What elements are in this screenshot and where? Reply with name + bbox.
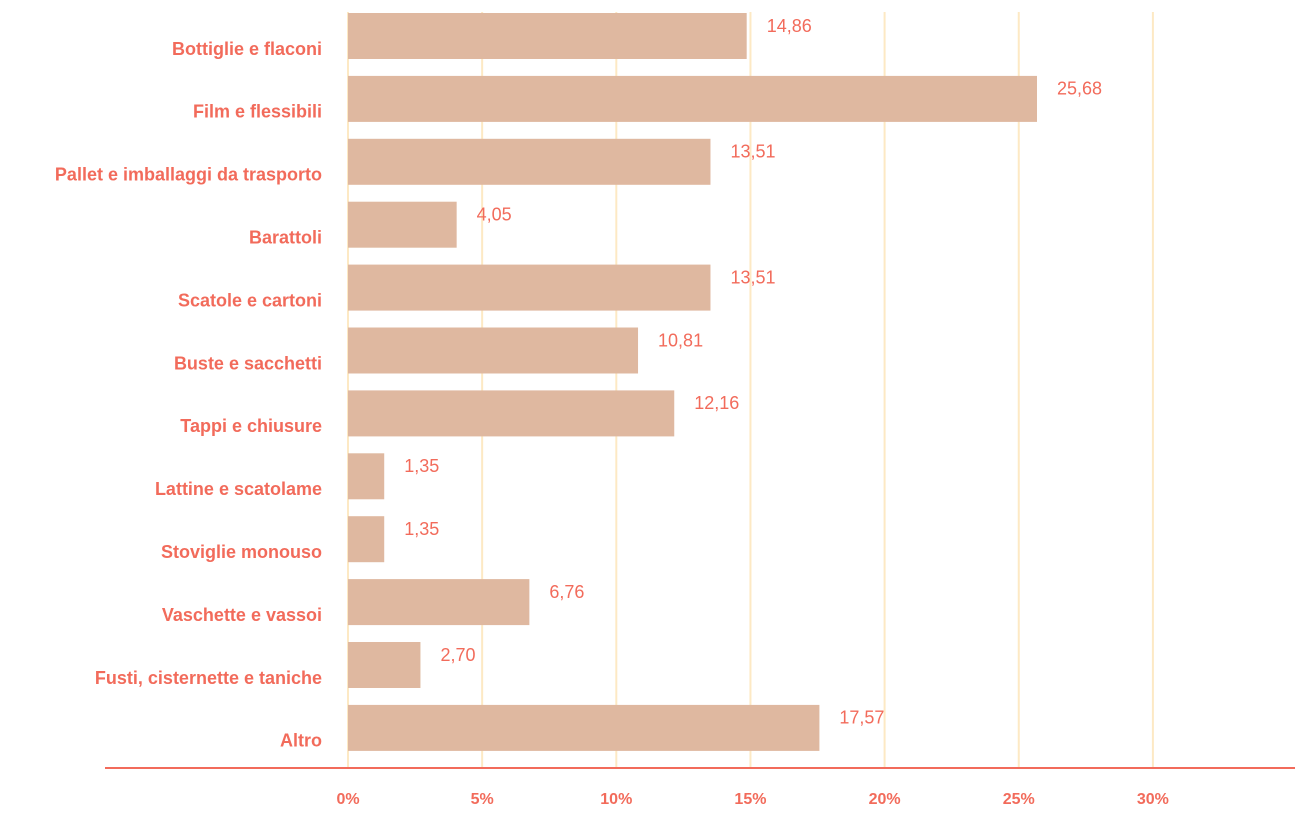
value-label: 13,51: [730, 142, 775, 162]
y-tick-label: Altro: [280, 731, 322, 751]
value-label: 6,76: [549, 582, 584, 602]
y-tick-label: Vaschette e vassoi: [162, 605, 322, 625]
x-tick-label: 20%: [869, 791, 901, 808]
bar: [348, 327, 639, 374]
y-tick-label: Pallet e imballaggi da trasporto: [55, 165, 322, 185]
value-label: 17,57: [839, 708, 884, 728]
y-tick-label: Fusti, cisternette e taniche: [95, 668, 322, 688]
bar: [348, 13, 747, 59]
value-label: 4,05: [477, 204, 512, 224]
y-tick-label: Barattoli: [249, 227, 322, 247]
value-label: 1,35: [404, 519, 439, 539]
y-tick-label: Tappi e chiusure: [180, 416, 322, 436]
value-label: 13,51: [730, 267, 775, 287]
value-label: 2,70: [440, 645, 475, 665]
bar: [348, 704, 820, 751]
bar: [348, 453, 385, 500]
x-tick-label: 30%: [1137, 791, 1169, 808]
x-tick-label: 25%: [1003, 791, 1035, 808]
x-tick-label: 5%: [471, 791, 494, 808]
bar: [348, 75, 1037, 122]
value-label: 10,81: [658, 330, 703, 350]
y-tick-label: Stoviglie monouso: [161, 542, 322, 562]
bar: [348, 138, 711, 185]
y-tick-label: Scatole e cartoni: [178, 290, 322, 310]
bar: [348, 642, 421, 688]
bar: [348, 579, 530, 626]
bar: [348, 201, 457, 248]
y-tick-label: Bottiglie e flaconi: [172, 39, 322, 59]
y-tick-label: Buste e sacchetti: [174, 353, 322, 373]
x-tick-label: 10%: [600, 791, 632, 808]
y-tick-label: Lattine e scatolame: [155, 479, 322, 499]
value-label: 1,35: [404, 456, 439, 476]
bar: [348, 390, 675, 437]
x-tick-label: 15%: [734, 791, 766, 808]
bar: [348, 516, 385, 563]
value-label: 25,68: [1057, 79, 1102, 99]
bar: [348, 264, 711, 311]
value-label: 12,16: [694, 393, 739, 413]
y-tick-label: Film e flessibili: [193, 102, 322, 122]
value-label: 14,86: [767, 16, 812, 36]
x-tick-label: 0%: [336, 791, 359, 808]
